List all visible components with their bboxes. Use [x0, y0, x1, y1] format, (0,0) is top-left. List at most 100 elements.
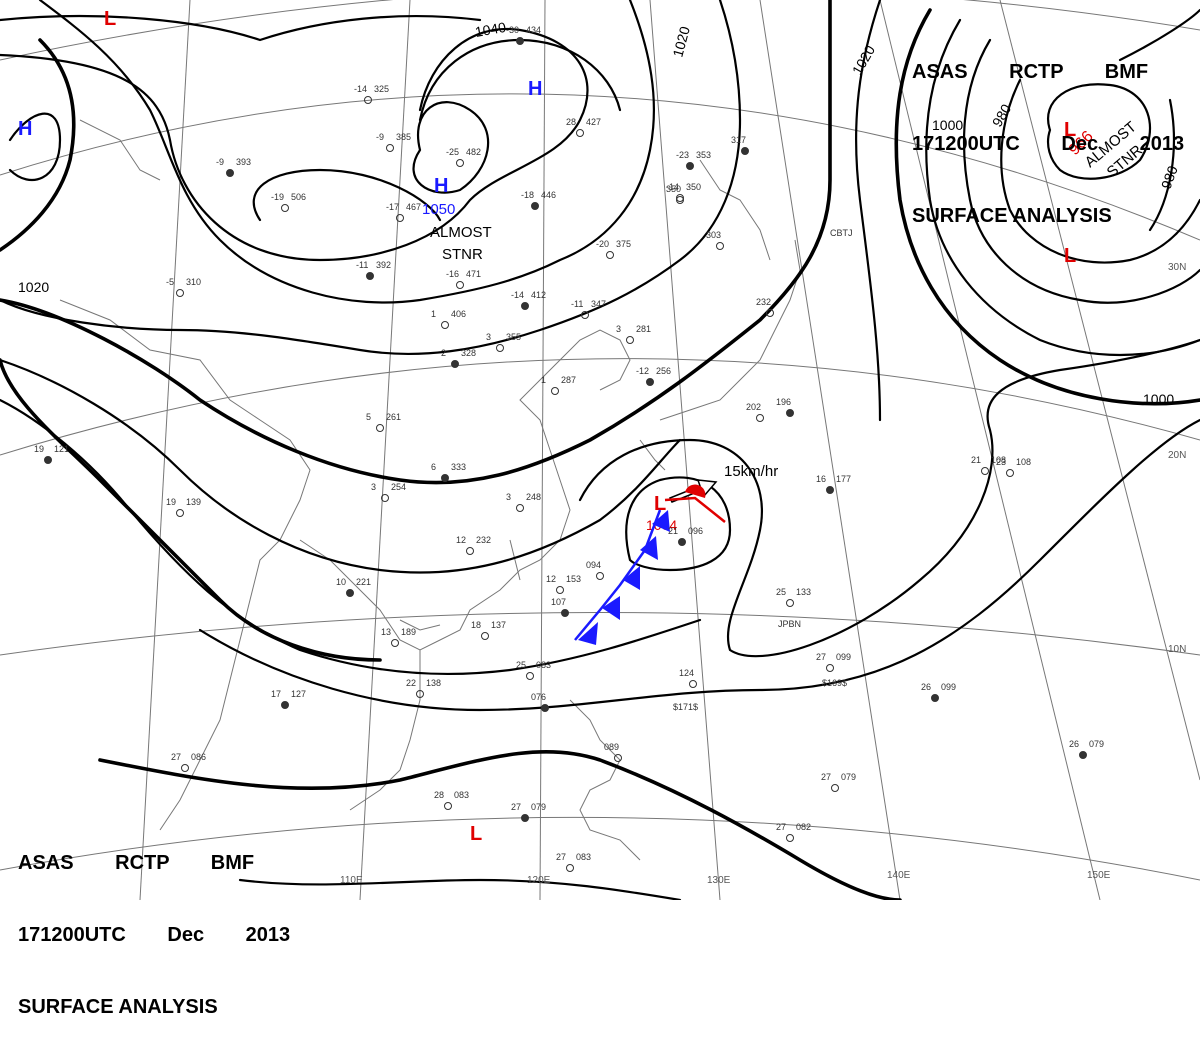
- station-marker: [526, 672, 534, 680]
- station-temp: 303: [706, 230, 721, 240]
- station-pressure: 099: [941, 682, 956, 692]
- station-pressure: 353: [696, 150, 711, 160]
- station-plot: 076: [531, 692, 549, 712]
- station-plot: 25 133: [776, 587, 811, 607]
- station-pressure: 427: [586, 117, 601, 127]
- station-temp: 3: [616, 324, 621, 334]
- station-pressure: 375: [616, 239, 631, 249]
- station-marker: [786, 599, 794, 607]
- graticule-labels: 110E 120E 130E 140E 150E 30N 20N 10N: [340, 262, 1186, 886]
- station-pressure: 096: [688, 526, 703, 536]
- station-plot: 22 138: [406, 678, 441, 698]
- station-marker: [1006, 469, 1014, 477]
- warm-front-semicircle: [685, 484, 706, 498]
- station-plot: 19 121: [34, 444, 69, 464]
- station-pressure: 137: [491, 620, 506, 630]
- station-pressure: 287: [561, 375, 576, 385]
- station-pressure: 434: [526, 25, 541, 35]
- station-plot: -19 506: [271, 192, 306, 212]
- station-marker: [396, 214, 404, 222]
- station-marker: [386, 144, 394, 152]
- station-pressure: 099: [836, 652, 851, 662]
- station-temp: -9: [216, 157, 224, 167]
- station-temp: -14: [354, 84, 367, 94]
- station-plot: 094: [586, 560, 604, 580]
- station-marker: [176, 289, 184, 297]
- station-marker: [176, 509, 184, 517]
- station-pressure: 108: [991, 455, 1006, 465]
- station-temp: -5: [166, 277, 174, 287]
- station-plot: -11 392: [356, 260, 391, 280]
- station-marker: [441, 474, 449, 482]
- station-plot: 232: [756, 297, 774, 317]
- header-bottom: ASAS RCTP BMF 171200UTC Dec 2013 SURFACE…: [18, 803, 290, 1043]
- station-plot: 26 079: [1069, 739, 1104, 759]
- station-marker: [561, 609, 569, 617]
- station-temp: 13: [381, 627, 391, 637]
- station-temp: 3: [371, 482, 376, 492]
- station-marker: [831, 784, 839, 792]
- station-pressure: 083: [536, 660, 551, 670]
- station-temp: -14: [511, 290, 524, 300]
- station-temp: 19: [34, 444, 44, 454]
- station-pressure: 406: [451, 309, 466, 319]
- longitude-label: 110E: [340, 875, 363, 886]
- station-marker: [676, 196, 684, 204]
- station-pressure: 506: [291, 192, 306, 202]
- station-marker: [364, 96, 372, 104]
- station-temp: -16: [446, 269, 459, 279]
- station-marker: [226, 169, 234, 177]
- station-marker: [496, 344, 504, 352]
- header-title: ASAS RCTP BMF: [912, 61, 1149, 83]
- longitude-label: 140E: [887, 870, 911, 881]
- station-pressure: 232: [476, 535, 491, 545]
- station-plot: 12 232: [456, 535, 491, 555]
- cold-front-triangle: [652, 510, 670, 532]
- station-plot: 27 099: [816, 652, 851, 672]
- station-plot: -14 412: [511, 290, 546, 310]
- station-temp: 28: [566, 117, 576, 127]
- station-plot: 3 254: [371, 482, 406, 502]
- station-pressure: 333: [451, 462, 466, 472]
- station-plot: -18 446: [521, 190, 556, 210]
- station-plot: 27 079: [821, 772, 856, 792]
- station-plot: 3 281: [616, 324, 651, 344]
- station-pressure: 108: [1016, 457, 1031, 467]
- latitude-label: 10N: [1168, 644, 1186, 655]
- station-temp: 350: [666, 184, 681, 194]
- station-temp: 26: [1069, 739, 1079, 749]
- station-pressure: 079: [531, 802, 546, 812]
- station-temp: -20: [596, 239, 609, 249]
- station-plot: 124: [679, 668, 697, 688]
- station-temp: 22: [406, 678, 416, 688]
- station-marker: [181, 764, 189, 772]
- station-plot: 21 108: [971, 455, 1006, 475]
- low-center: L: [654, 493, 666, 515]
- station-temp: 12: [456, 535, 466, 545]
- isobar-label: 1000: [1143, 391, 1174, 407]
- station-temp: -19: [271, 192, 284, 202]
- station-marker: [444, 802, 452, 810]
- station-temp: 089: [604, 742, 619, 752]
- station-marker: [686, 162, 694, 170]
- station-temp: -30: [506, 25, 519, 35]
- station-temp: 27: [776, 822, 786, 832]
- station-pressure: 127: [291, 689, 306, 699]
- latitude-label: 30N: [1168, 262, 1186, 273]
- station-marker: [381, 494, 389, 502]
- longitude-label: 150E: [1087, 870, 1111, 881]
- station-pressure: 083: [454, 790, 469, 800]
- station-marker: [456, 281, 464, 289]
- station-pressure: 347: [591, 299, 606, 309]
- isobar-labels: 1040 1020 1020 1000 980 980 1000 1020: [18, 19, 1181, 407]
- station-temp: 2: [441, 348, 446, 358]
- header-subtitle: SURFACE ANALYSIS: [912, 205, 1112, 227]
- station-marker: [786, 834, 794, 842]
- station-plot: 350: [666, 184, 684, 204]
- station-marker: [551, 387, 559, 395]
- station-temp: 232: [756, 297, 771, 307]
- station-plot: 3 248: [506, 492, 541, 512]
- station-plot: 18 137: [471, 620, 506, 640]
- header-top: ASAS RCTP BMF 171200UTC Dec 2013 SURFACE…: [912, 12, 1184, 252]
- station-code: JPBN: [778, 619, 801, 629]
